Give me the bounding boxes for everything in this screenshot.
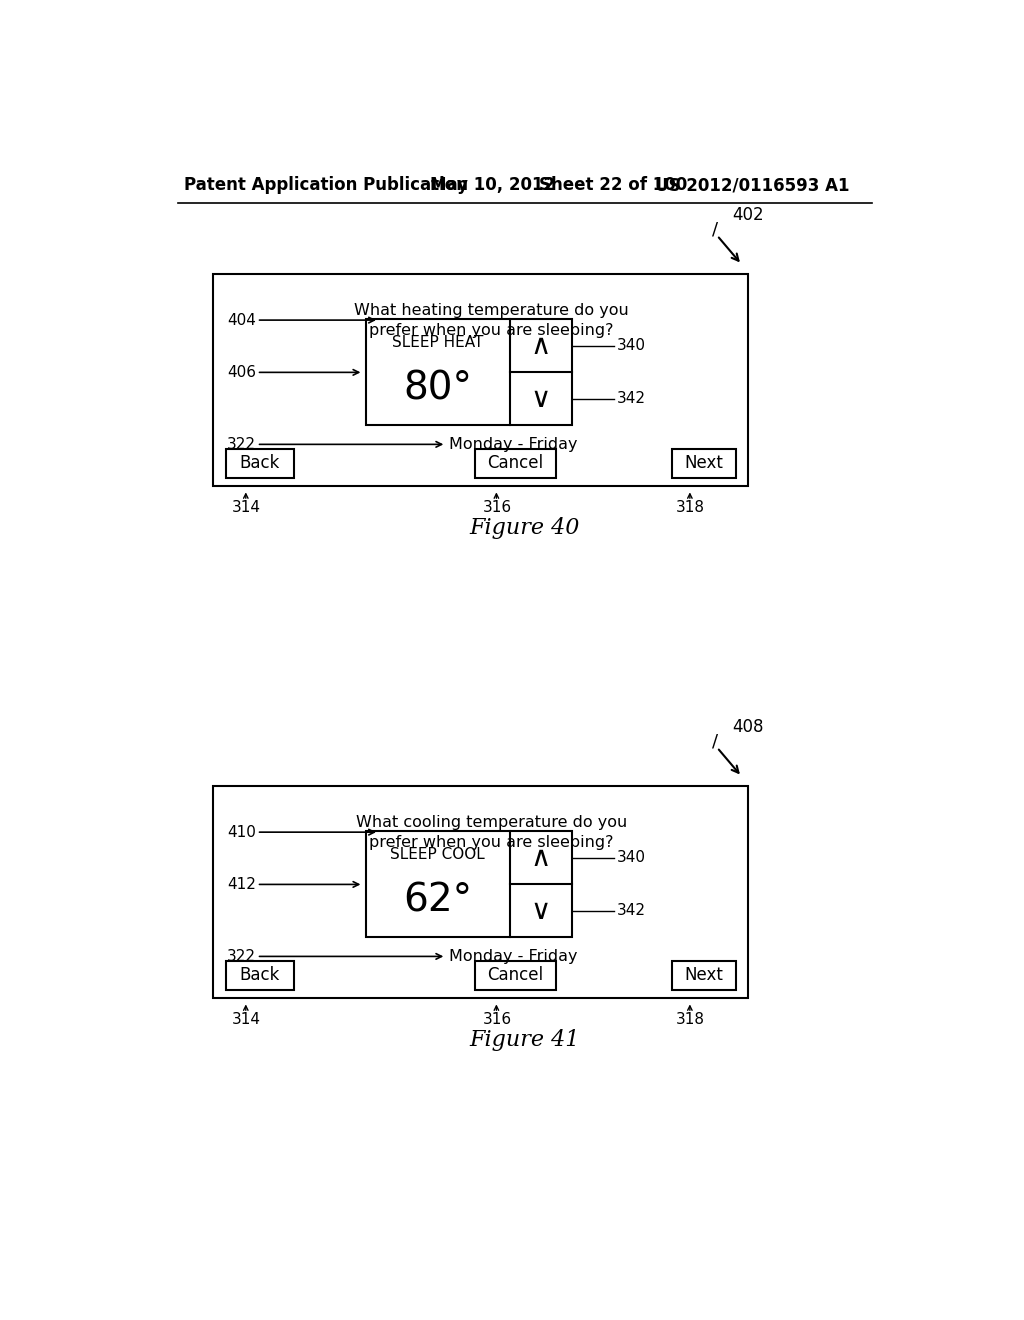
Text: ∧: ∧ xyxy=(530,843,551,873)
Text: /: / xyxy=(713,220,719,238)
Text: SLEEP HEAT: SLEEP HEAT xyxy=(392,335,483,350)
Text: /: / xyxy=(713,733,719,750)
Text: ∨: ∨ xyxy=(530,385,551,413)
Text: 314: 314 xyxy=(231,1011,261,1027)
Text: 410: 410 xyxy=(227,825,256,840)
Text: 340: 340 xyxy=(616,338,645,354)
Text: 80°: 80° xyxy=(403,370,472,408)
Text: Cancel: Cancel xyxy=(487,454,544,473)
Bar xyxy=(213,275,748,486)
Text: Cancel: Cancel xyxy=(487,966,544,985)
Text: SLEEP COOL: SLEEP COOL xyxy=(390,847,485,862)
Text: May 10, 2012: May 10, 2012 xyxy=(430,177,555,194)
Text: Figure 40: Figure 40 xyxy=(470,517,580,539)
Text: 314: 314 xyxy=(231,500,261,515)
Text: 322: 322 xyxy=(227,437,256,451)
Text: Sheet 22 of 100: Sheet 22 of 100 xyxy=(539,177,687,194)
Text: ∧: ∧ xyxy=(530,331,551,360)
Text: 318: 318 xyxy=(676,500,705,515)
Text: 412: 412 xyxy=(227,876,256,892)
Text: 402: 402 xyxy=(732,206,764,224)
Text: 62°: 62° xyxy=(403,882,472,919)
Text: Back: Back xyxy=(240,966,280,985)
Bar xyxy=(225,961,294,990)
Bar xyxy=(225,449,294,478)
Text: Next: Next xyxy=(684,966,723,985)
Text: What cooling temperature do you
prefer when you are sleeping?: What cooling temperature do you prefer w… xyxy=(355,814,627,850)
Text: What heating temperature do you
prefer when you are sleeping?: What heating temperature do you prefer w… xyxy=(354,302,629,338)
Text: Monday - Friday: Monday - Friday xyxy=(449,949,578,964)
Bar xyxy=(366,832,571,937)
Text: ∨: ∨ xyxy=(530,896,551,925)
Bar xyxy=(475,449,556,478)
Text: 342: 342 xyxy=(616,391,645,407)
Bar xyxy=(672,449,735,478)
Text: US 2012/0116593 A1: US 2012/0116593 A1 xyxy=(655,177,850,194)
Text: 404: 404 xyxy=(227,313,256,327)
Bar xyxy=(475,961,556,990)
Text: 408: 408 xyxy=(732,718,764,737)
Text: 340: 340 xyxy=(616,850,645,866)
Text: Next: Next xyxy=(684,454,723,473)
Text: 316: 316 xyxy=(482,500,512,515)
Text: Back: Back xyxy=(240,454,280,473)
Text: 318: 318 xyxy=(676,1011,705,1027)
Text: Figure 41: Figure 41 xyxy=(470,1030,580,1051)
Bar xyxy=(672,961,735,990)
Text: 322: 322 xyxy=(227,949,256,964)
Bar xyxy=(366,319,571,425)
Text: Monday - Friday: Monday - Friday xyxy=(449,437,578,451)
Text: 406: 406 xyxy=(227,364,256,380)
Text: Patent Application Publication: Patent Application Publication xyxy=(183,177,468,194)
Bar xyxy=(213,785,748,998)
Text: 342: 342 xyxy=(616,903,645,919)
Text: 316: 316 xyxy=(482,1011,512,1027)
